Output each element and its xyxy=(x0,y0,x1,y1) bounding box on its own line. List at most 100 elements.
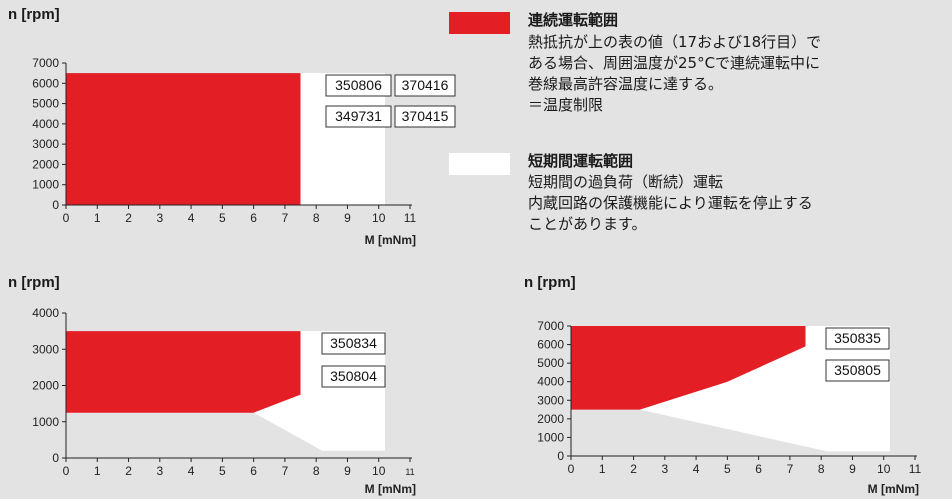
model-number-label: 350834 xyxy=(330,335,377,351)
chart3-ylabel: n [rpm] xyxy=(524,274,576,291)
model-number-label: 370416 xyxy=(402,77,449,93)
x-tick-label: 6 xyxy=(250,211,257,225)
model-number-label: 370415 xyxy=(402,108,449,124)
short-term-region xyxy=(253,331,385,451)
y-tick-label: 2000 xyxy=(537,412,564,426)
y-tick-label: 4000 xyxy=(32,117,59,131)
x-tick-label: 10 xyxy=(372,211,386,225)
short-term-region xyxy=(639,326,890,452)
legend-swatch-short xyxy=(449,153,510,175)
x-tick-label: 10 xyxy=(877,462,891,476)
model-number-box xyxy=(321,365,386,388)
y-tick-label: 5000 xyxy=(537,356,564,370)
x-tick-label: 9 xyxy=(344,211,351,225)
y-tick-label: 0 xyxy=(52,451,59,465)
model-number-box xyxy=(325,74,392,97)
y-tick-label: 1000 xyxy=(32,178,59,192)
x-tick-label: 2 xyxy=(125,464,132,478)
legend-desc-short: 短期間の過負荷（断続）運転 内蔵回路の保護機能により運転を停止する ことがありま… xyxy=(528,172,813,235)
x-tick-label: 9 xyxy=(849,462,856,476)
y-tick-label: 5000 xyxy=(32,97,59,111)
continuous-region xyxy=(66,331,301,413)
model-number-box xyxy=(394,74,456,97)
y-tick-label: 3000 xyxy=(32,342,59,356)
y-tick-label: 6000 xyxy=(32,76,59,90)
chart1-ylabel: n [rpm] xyxy=(8,6,60,23)
x-tick-label: 11 xyxy=(404,211,417,225)
legend-title-short: 短期間運転範囲 xyxy=(528,152,634,170)
x-tick-label: 1 xyxy=(94,464,101,478)
x-tick-label: 7 xyxy=(787,462,794,476)
x-tick-label: 5 xyxy=(219,464,226,478)
legend-line: ことがあります。 xyxy=(528,215,647,233)
legend-line: 短期間の過負荷（断続）運転 xyxy=(528,173,724,191)
x-tick-label: 0 xyxy=(568,462,575,476)
x-tick-label: 4 xyxy=(188,211,195,225)
model-number-label: 350806 xyxy=(335,77,382,93)
legend-title-continuous: 連続運転範囲 xyxy=(528,11,619,29)
legend-line: ＝温度制限 xyxy=(528,96,604,114)
x-axis-label: M [mNm] xyxy=(365,233,416,247)
y-tick-label: 7000 xyxy=(32,56,59,70)
y-tick-label: 4000 xyxy=(537,375,564,389)
x-tick-label: 0 xyxy=(63,464,70,478)
y-tick-label: 1000 xyxy=(32,415,59,429)
y-tick-label: 4000 xyxy=(32,306,59,320)
y-tick-label: 2000 xyxy=(32,157,59,171)
model-number-label: 350804 xyxy=(330,368,377,384)
legend-desc-continuous: 熱抵抗が上の表の値（17および18行目）で ある場合、周囲温度が25°Cで連続運… xyxy=(528,32,821,116)
y-tick-label: 2000 xyxy=(32,379,59,393)
y-tick-label: 7000 xyxy=(537,319,564,333)
x-tick-label: 8 xyxy=(313,211,320,225)
x-tick-label: 3 xyxy=(156,211,163,225)
x-tick-label: 6 xyxy=(250,464,257,478)
x-tick-label: 10 xyxy=(372,464,386,478)
x-tick-label: 9 xyxy=(344,464,351,478)
y-tick-label: 0 xyxy=(52,198,59,212)
model-number-box xyxy=(825,327,890,350)
model-number-label: 349731 xyxy=(335,108,382,124)
legend-line: 内蔵回路の保護機能により運転を停止する xyxy=(528,194,813,212)
x-axis-label: M [mNm] xyxy=(868,482,919,496)
legend-line: 巻線最高許容温度に達する。 xyxy=(528,75,724,93)
y-tick-label: 3000 xyxy=(537,393,564,407)
x-tick-label: 0 xyxy=(63,211,70,225)
x-tick-label: 2 xyxy=(630,462,637,476)
legend-swatch-continuous xyxy=(449,12,510,34)
legend-line: 熱抵抗が上の表の値（17および18行目）で xyxy=(528,33,822,51)
model-number-box xyxy=(394,105,456,128)
chart2-ylabel: n [rpm] xyxy=(8,274,60,291)
x-tick-label: 8 xyxy=(313,464,320,478)
model-number-label: 350805 xyxy=(834,362,881,378)
y-tick-label: 1000 xyxy=(537,430,564,444)
continuous-region xyxy=(571,326,806,410)
x-axis-label: M [mNm] xyxy=(365,482,416,496)
x-tick-label: 1 xyxy=(599,462,606,476)
x-tick-label: 5 xyxy=(724,462,731,476)
continuous-region xyxy=(66,73,301,205)
y-tick-label: 0 xyxy=(557,449,564,463)
x-tick-label: 11 xyxy=(405,467,414,477)
x-tick-label: 7 xyxy=(282,211,289,225)
model-number-box xyxy=(325,105,392,128)
x-tick-label: 7 xyxy=(282,464,289,478)
x-tick-label: 8 xyxy=(818,462,825,476)
x-tick-label: 2 xyxy=(125,211,132,225)
legend-line: ある場合、周囲温度が25°Cで連続運転中に xyxy=(528,54,821,72)
model-number-box xyxy=(825,359,890,382)
y-tick-label: 6000 xyxy=(537,338,564,352)
y-tick-label: 3000 xyxy=(32,137,59,151)
x-tick-label: 11 xyxy=(909,462,922,476)
x-tick-label: 4 xyxy=(693,462,700,476)
x-tick-label: 5 xyxy=(219,211,226,225)
x-tick-label: 6 xyxy=(755,462,762,476)
model-number-label: 350835 xyxy=(834,330,881,346)
x-tick-label: 4 xyxy=(188,464,195,478)
x-tick-label: 1 xyxy=(94,211,101,225)
x-tick-label: 3 xyxy=(156,464,163,478)
model-number-box xyxy=(321,332,386,355)
x-tick-label: 3 xyxy=(661,462,668,476)
